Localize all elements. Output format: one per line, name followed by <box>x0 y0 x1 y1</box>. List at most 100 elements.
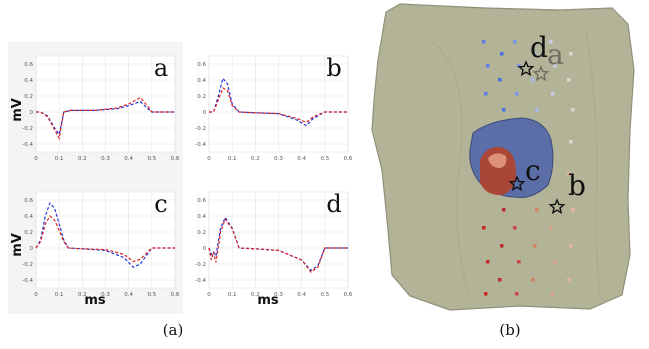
lead-stars <box>508 60 566 215</box>
series-line-red <box>36 96 175 141</box>
electrode-marker <box>553 64 557 68</box>
x-tick-label: 0.2 <box>78 292 87 298</box>
electrode-marker <box>533 244 537 248</box>
x-tick-label: 0 <box>34 156 38 162</box>
y-tick-label: 0.2 <box>24 94 33 100</box>
series-line-red <box>208 217 348 273</box>
y-tick-label: 0.4 <box>24 78 33 84</box>
x-tick-label: 0.3 <box>274 292 283 298</box>
electrode-marker <box>515 292 519 296</box>
electrode-marker <box>515 92 519 96</box>
map-label-c: c <box>525 154 541 187</box>
x-tick-label: 0.3 <box>101 292 110 298</box>
torso-map: d a c b <box>371 3 635 311</box>
electrode-marker <box>482 40 486 44</box>
x-axis-label-right: ms <box>257 293 279 308</box>
y-tick-label: -0.4 <box>22 278 33 284</box>
x-tick-label: 0.1 <box>228 292 237 298</box>
plots-container: 0 0.1 0.2 0.3 0.4 0.5 0.6 0.6 0.4 0.2 0 -0.2 -0.4 a 0 0… <box>22 54 353 298</box>
series-line-blue <box>209 77 348 127</box>
electrode-marker <box>498 278 502 282</box>
electrode-marker <box>517 64 521 68</box>
x-tick-label: 0.5 <box>147 292 156 298</box>
electrode-marker <box>500 244 504 248</box>
x-tick-label: 0 <box>207 156 211 162</box>
electrode-marker <box>571 108 575 112</box>
electrode-marker <box>484 292 488 296</box>
x-tick-label: 0.6 <box>344 292 353 298</box>
electrode-marker <box>569 52 573 56</box>
y-tick-label: -0.4 <box>22 142 33 148</box>
star-c <box>508 175 526 192</box>
star-a <box>532 65 550 82</box>
x-tick-label: 0.1 <box>55 292 64 298</box>
electrode-marker <box>567 278 571 282</box>
electrode-marker <box>500 52 504 56</box>
y-tick-label: 0.4 <box>197 78 206 84</box>
electrode-marker <box>551 292 555 296</box>
y-axis-label-bottom: mV <box>10 233 25 257</box>
y-tick-label: 0 <box>30 110 34 116</box>
x-tick-label: 0.6 <box>344 156 353 162</box>
star-d <box>517 60 535 77</box>
y-axis-label-top: mV <box>10 98 25 122</box>
x-tick-label: 0.4 <box>124 292 133 298</box>
electrode-marker <box>549 226 553 230</box>
electrode-marker <box>533 52 537 56</box>
x-tick-label: 0.5 <box>320 156 329 162</box>
map-label-a: a <box>547 38 564 71</box>
electrode-marker <box>549 40 553 44</box>
panel-label-d: d <box>326 190 341 218</box>
electrode-marker <box>486 260 490 264</box>
torso-contour <box>429 39 471 301</box>
panel-label-c: c <box>154 190 167 218</box>
electrode-marker <box>551 92 555 96</box>
panel-label-a: a <box>154 54 168 82</box>
series-line-red <box>35 215 175 263</box>
electrode-marker <box>535 108 539 112</box>
panel-label-b: b <box>326 54 341 82</box>
y-tick-label: 0.6 <box>24 198 33 204</box>
x-tick-label: 0.6 <box>171 156 180 162</box>
series-line-blue <box>36 100 175 136</box>
map-label-d: d <box>530 31 548 64</box>
x-tick-label: 0.2 <box>251 292 260 298</box>
electrode-marker <box>571 208 575 212</box>
plot-c: 0 0.1 0.2 0.3 0.4 0.5 0.6 0.6 0.4 0.2 0 -0.2 -0.4 c <box>22 190 180 298</box>
x-tick-label: 0.6 <box>171 292 180 298</box>
signal-plots-panel: 0 0.1 0.2 0.3 0.4 0.5 0.6 0.6 0.4 0.2 0 -0.2 -0.4 a 0 0… <box>8 42 353 314</box>
y-tick-label: -0.2 <box>22 126 33 132</box>
series-line-red <box>209 87 348 124</box>
y-tick-label: 0.6 <box>197 62 206 68</box>
x-tick-label: 0.2 <box>251 156 260 162</box>
electrode-marker <box>567 78 571 82</box>
y-tick-label: 0 <box>203 110 207 116</box>
electrode-marker <box>498 78 502 82</box>
y-tick-label: -0.4 <box>195 142 206 148</box>
electrode-marker <box>513 226 517 230</box>
torso-contour-right <box>585 29 601 301</box>
y-tick-label: 0.2 <box>24 230 33 236</box>
x-tick-label: 0.2 <box>78 156 87 162</box>
y-tick-label: 0 <box>30 246 34 252</box>
y-tick-label: 0 <box>203 246 207 252</box>
x-tick-label: 0.3 <box>274 156 283 162</box>
electrode-markers <box>482 40 575 296</box>
x-tick-label: 0 <box>207 292 211 298</box>
electrode-marker <box>513 40 517 44</box>
x-tick-label: 0.5 <box>320 292 329 298</box>
y-tick-label: 0.4 <box>24 214 33 220</box>
caption-a: (a) <box>163 321 184 339</box>
plot-d: 0 0.1 0.2 0.3 0.4 0.5 0.6 0.6 0.4 0.2 0 -0.2 -0.4 d <box>195 190 353 298</box>
caption-b: (b) <box>499 321 520 339</box>
electrode-marker <box>517 260 521 264</box>
electrode-marker <box>531 78 535 82</box>
electrode-marker <box>569 244 573 248</box>
map-label-b: b <box>568 169 586 202</box>
x-tick-label: 0.4 <box>297 156 306 162</box>
plot-a: 0 0.1 0.2 0.3 0.4 0.5 0.6 0.6 0.4 0.2 0 -0.2 -0.4 a <box>22 54 180 162</box>
y-tick-label: -0.2 <box>195 262 206 268</box>
electrode-marker <box>569 140 573 144</box>
activation-highlight <box>488 153 507 168</box>
